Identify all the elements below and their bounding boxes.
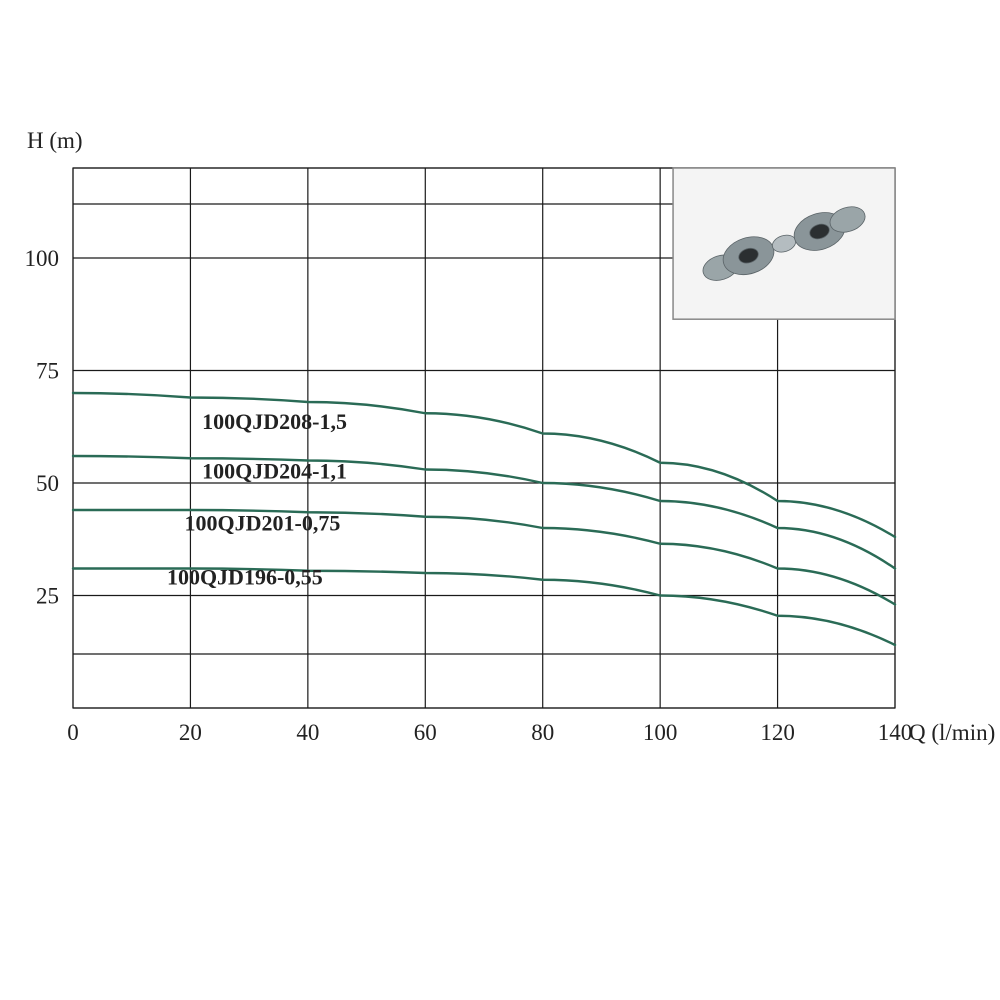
x-axis-label: Q (l/min) (909, 720, 995, 745)
series-label: 100QJD201-0,75 (185, 510, 341, 535)
y-tick-label: 100 (25, 246, 60, 271)
product-inset (673, 168, 895, 319)
series-label: 100QJD196-0,55 (167, 564, 323, 589)
y-axis-label: H (m) (27, 128, 83, 153)
x-tick-label: 120 (760, 720, 795, 745)
x-tick-label: 80 (531, 720, 554, 745)
x-tick-label: 0 (67, 720, 79, 745)
x-tick-label: 40 (296, 720, 319, 745)
y-tick-label: 50 (36, 471, 59, 496)
series-label: 100QJD204-1,1 (202, 459, 347, 484)
x-tick-label: 60 (414, 720, 437, 745)
x-tick-label: 140 (878, 720, 913, 745)
y-tick-label: 25 (36, 584, 59, 609)
x-tick-label: 20 (179, 720, 202, 745)
y-tick-label: 75 (36, 359, 59, 384)
pump-curve-chart: 0 20 40 60 80 100 120 140 25 50 75 100 H (m) Q (l/min… (0, 0, 1000, 1000)
series-label: 100QJD208-1,5 (202, 409, 347, 434)
x-tick-label: 100 (643, 720, 678, 745)
